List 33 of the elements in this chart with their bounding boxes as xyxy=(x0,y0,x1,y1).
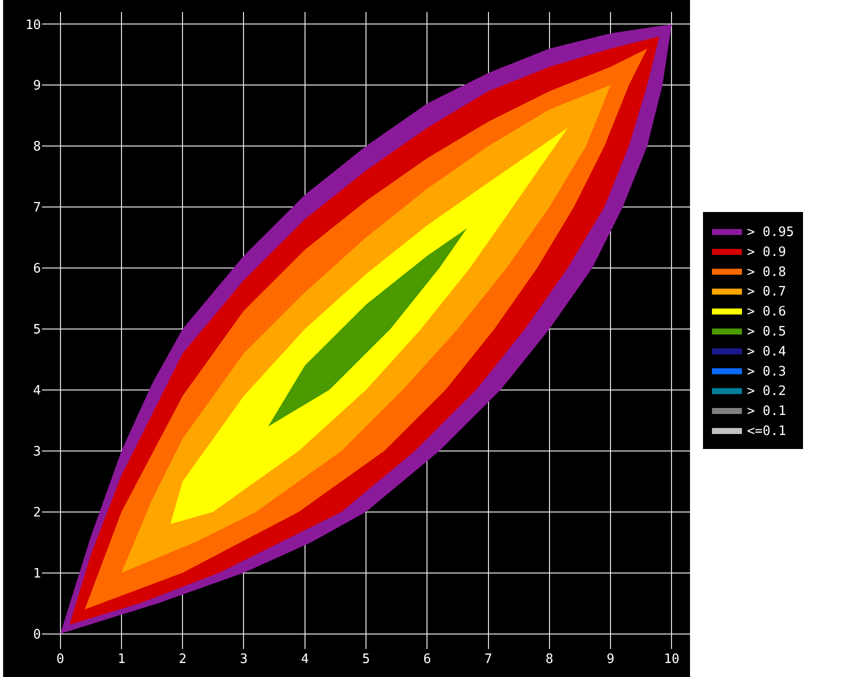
legend-label: > 0.4 xyxy=(746,344,786,360)
x-tick-label: 3 xyxy=(240,652,248,667)
x-tick-label: 1 xyxy=(118,652,126,667)
legend-label: > 0.3 xyxy=(746,364,786,380)
y-tick-label: 10 xyxy=(25,18,41,33)
legend-label: > 0.7 xyxy=(746,284,786,300)
y-tick-label: 0 xyxy=(33,627,41,642)
y-tick-label: 1 xyxy=(33,566,41,582)
legend-label: > 0.6 xyxy=(746,304,786,320)
legend-label: > 0.1 xyxy=(746,404,786,420)
x-tick-label: 8 xyxy=(545,652,554,667)
y-tick-label: 8 xyxy=(33,140,41,155)
y-tick-label: 9 xyxy=(33,78,41,94)
legend-label: > 0.2 xyxy=(746,384,786,400)
y-tick-label: 5 xyxy=(33,322,41,338)
legend-label: > 0.8 xyxy=(746,264,786,280)
y-tick-label: 2 xyxy=(33,505,41,520)
x-tick-label: 6 xyxy=(423,652,432,667)
x-tick-label: 4 xyxy=(300,652,309,667)
y-tick-label: 7 xyxy=(33,200,41,216)
x-tick-label: 0 xyxy=(56,652,64,667)
x-tick-label: 9 xyxy=(606,652,614,667)
legend-label: > 0.5 xyxy=(746,324,786,340)
x-tick-label: 2 xyxy=(178,652,187,667)
legend-label: > 0.95 xyxy=(746,225,794,240)
x-tick-label: 10 xyxy=(664,652,680,667)
y-tick-label: 3 xyxy=(33,444,41,460)
y-tick-label: 6 xyxy=(33,262,41,277)
legend-label: > 0.9 xyxy=(746,244,786,260)
x-tick-label: 5 xyxy=(362,652,370,667)
y-tick-label: 4 xyxy=(33,383,42,398)
x-tick-label: 7 xyxy=(484,652,492,667)
legend-label: <=0.1 xyxy=(746,424,786,440)
